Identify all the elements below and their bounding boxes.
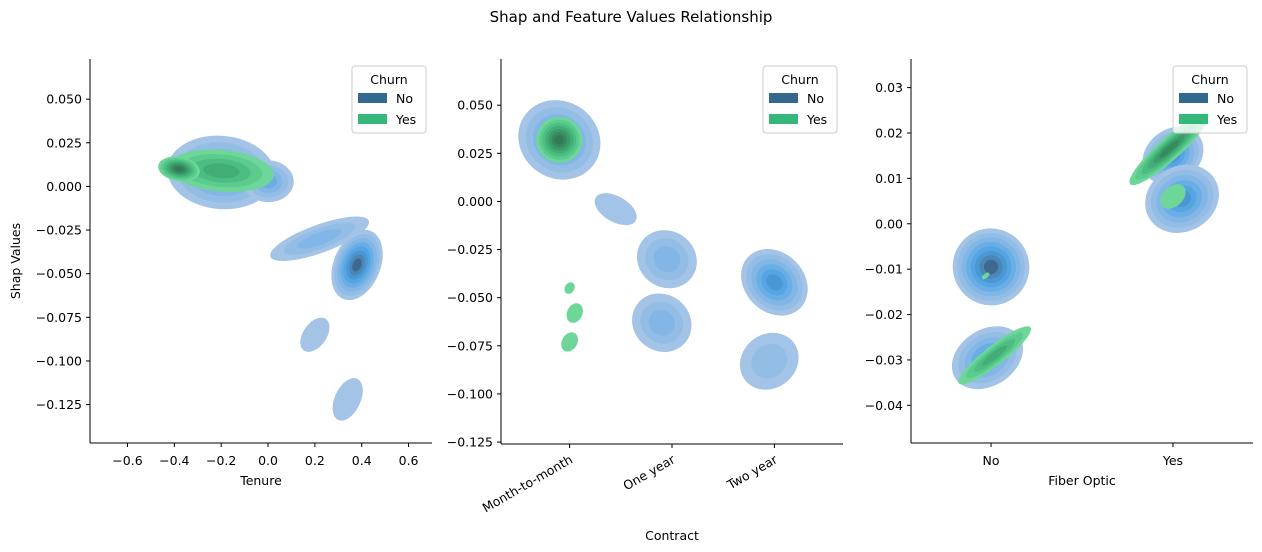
kde-contour xyxy=(751,343,788,379)
subplot-1: 0.050 0.025 0.000 −0.025 −0.050 −0.075 −0.100 −… xyxy=(8,59,432,488)
legend-title: Churn xyxy=(781,72,818,87)
kde-area xyxy=(951,112,1219,390)
y-tick-label: −0.050 xyxy=(447,290,493,305)
y-tick-label: −0.050 xyxy=(36,266,82,281)
legend-swatch-yes xyxy=(1179,114,1208,124)
legend: Churn No Yes xyxy=(762,65,838,134)
figure-title: Shap and Feature Values Relationship xyxy=(489,8,773,26)
y-tick-label: 0.000 xyxy=(457,194,493,209)
y-tick-label: −0.025 xyxy=(447,242,493,257)
y-tick-label: 0.050 xyxy=(46,92,82,107)
x-tick-label: 0.4 xyxy=(352,453,372,468)
kde-contour xyxy=(766,274,783,291)
subplot-2: 0.050 0.025 0.000 −0.025 −0.050 −0.075 −0.100 −… xyxy=(447,59,843,543)
kde-area xyxy=(158,135,383,421)
y-tick-label: 0.01 xyxy=(875,171,903,186)
kde-contour xyxy=(981,272,990,280)
y-tick-label: −0.01 xyxy=(865,262,903,277)
kde-contour xyxy=(594,193,637,226)
kde-contour xyxy=(297,228,342,249)
x-tick-label: Month-to-month xyxy=(480,452,575,516)
x-tick-label: One year xyxy=(620,451,678,493)
x-tick-label: −0.4 xyxy=(159,453,189,468)
kde-area xyxy=(518,100,808,390)
kde-contour xyxy=(1160,184,1186,209)
legend-title: Churn xyxy=(1191,72,1228,87)
kde-contour xyxy=(982,345,1008,366)
kde-contour xyxy=(566,303,583,323)
y-tick-label: 0.03 xyxy=(875,80,903,95)
legend-title: Churn xyxy=(370,72,407,87)
legend-label-no: No xyxy=(807,91,824,106)
y-tick-label: −0.075 xyxy=(36,310,82,325)
kde-contour xyxy=(564,282,575,294)
legend-swatch-no xyxy=(1179,93,1208,103)
y-tick-label: 0.050 xyxy=(457,98,493,113)
legend-swatch-yes xyxy=(358,114,387,124)
legend-label-yes: Yes xyxy=(1216,112,1237,127)
y-tick-label: −0.075 xyxy=(447,338,493,353)
kde-contour xyxy=(352,258,362,272)
y-tick-label: 0.025 xyxy=(457,146,493,161)
kde-contour xyxy=(174,166,184,172)
y-tick-label: 0.000 xyxy=(46,179,82,194)
x-axis-label: Contract xyxy=(645,528,699,543)
x-tick-label: 0.6 xyxy=(399,453,419,468)
legend-label-no: No xyxy=(1217,91,1234,106)
kde-series-yes xyxy=(958,112,1210,385)
legend-label-yes: Yes xyxy=(395,112,416,127)
y-axis-label: Shap Values xyxy=(8,223,23,299)
x-tick-label: 0.2 xyxy=(305,453,325,468)
legend-swatch-no xyxy=(358,93,387,103)
y-tick-label: −0.125 xyxy=(36,397,82,412)
legend-swatch-no xyxy=(769,93,798,103)
kde-contour xyxy=(202,163,240,179)
y-tick-label: 0.025 xyxy=(46,135,82,150)
legend-label-no: No xyxy=(396,91,413,106)
x-axis-label: Fiber Optic xyxy=(1048,473,1116,488)
kde-series-no xyxy=(518,100,808,390)
kde-contour xyxy=(1159,140,1179,158)
x-tick-label: −0.6 xyxy=(112,453,142,468)
y-tick-label: −0.03 xyxy=(865,352,903,367)
kde-contour xyxy=(648,309,675,336)
kde-series-yes xyxy=(536,116,583,352)
x-axis-label: Tenure xyxy=(239,473,282,488)
kde-contour xyxy=(554,134,565,145)
legend-swatch-yes xyxy=(769,114,798,124)
x-tick-label: 0.0 xyxy=(258,453,278,468)
x-tick-label: Yes xyxy=(1162,453,1183,468)
y-tick-label: −0.100 xyxy=(447,386,493,401)
x-tick-label: No xyxy=(983,453,1000,468)
legend: Churn No Yes xyxy=(1172,65,1248,134)
y-tick-label: −0.02 xyxy=(865,307,903,322)
y-tick-label: −0.04 xyxy=(865,398,903,413)
x-tick-label: −0.2 xyxy=(206,453,236,468)
kde-contour xyxy=(300,317,330,352)
legend: Churn No Yes xyxy=(351,65,427,134)
y-tick-label: 0.02 xyxy=(875,125,903,140)
y-tick-label: 0.00 xyxy=(875,216,903,231)
y-tick-label: −0.125 xyxy=(447,435,493,450)
kde-contour xyxy=(561,332,579,352)
subplot-3: 0.03 0.02 0.01 0.00 −0.01 −0.02 −0.03 −0.04 No Ye… xyxy=(865,59,1253,488)
kde-contour xyxy=(983,259,999,275)
x-tick-label: Two year xyxy=(724,451,781,493)
y-tick-label: −0.100 xyxy=(36,353,82,368)
kde-contour xyxy=(332,378,363,421)
kde-series-yes xyxy=(158,149,274,193)
legend-label-yes: Yes xyxy=(806,112,827,127)
kde-contour xyxy=(653,246,681,273)
y-tick-label: −0.025 xyxy=(36,223,82,238)
